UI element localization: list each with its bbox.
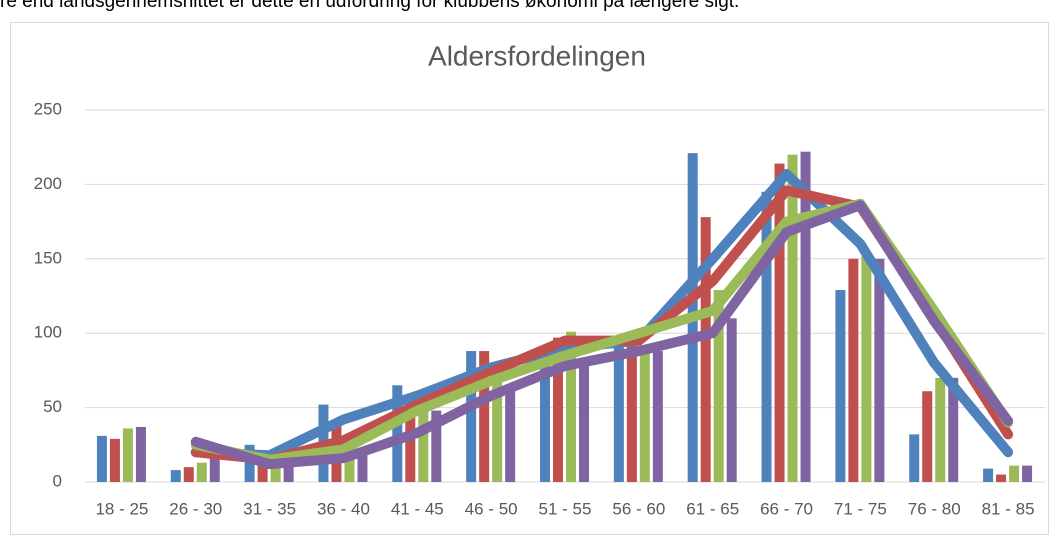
- bar: [579, 362, 589, 482]
- x-tick-label: 76 - 80: [908, 499, 961, 518]
- bar: [196, 462, 207, 482]
- x-tick-label: 61 - 65: [686, 499, 739, 518]
- bar: [418, 407, 429, 482]
- bar: [466, 351, 477, 482]
- y-tick-label: 0: [53, 471, 62, 490]
- bar: [639, 345, 650, 482]
- bar: [861, 255, 872, 482]
- line: [190, 168, 1014, 461]
- x-tick-label: 81 - 85: [982, 499, 1035, 518]
- y-tick-label: 200: [34, 174, 62, 193]
- bar: [1009, 465, 1020, 482]
- chart-title: Aldersfordelingen: [428, 40, 646, 71]
- bar: [835, 290, 846, 482]
- bar: [357, 449, 368, 482]
- x-tick-label: 51 - 55: [539, 499, 592, 518]
- bar: [761, 191, 772, 482]
- bar: [283, 455, 294, 482]
- x-tick-label: 18 - 25: [95, 499, 148, 518]
- bar: [626, 340, 637, 482]
- bar: [431, 410, 442, 482]
- bar: [652, 351, 663, 482]
- bar: [257, 459, 268, 482]
- x-tick-label: 36 - 40: [317, 499, 370, 518]
- bar: [479, 351, 490, 482]
- x-tick-label: 46 - 50: [465, 499, 518, 518]
- bar: [774, 163, 785, 482]
- bar: [96, 435, 107, 482]
- bar: [848, 258, 859, 482]
- bar: [787, 154, 798, 482]
- bar: [183, 467, 194, 482]
- x-tick-label: 31 - 35: [243, 499, 296, 518]
- bar: [209, 455, 220, 482]
- bar: [270, 458, 281, 482]
- bar: [874, 258, 885, 482]
- chart-border: [10, 22, 1049, 535]
- bar: [392, 385, 403, 482]
- bar: [909, 434, 920, 482]
- bar: [948, 377, 959, 482]
- bar: [244, 444, 255, 482]
- bar: [800, 151, 811, 482]
- bar: [135, 426, 146, 482]
- bar: [922, 391, 933, 482]
- bar: [726, 318, 737, 482]
- line: [190, 200, 1014, 470]
- bar: [405, 415, 416, 482]
- bar: [1022, 465, 1033, 482]
- x-tick-label: 71 - 75: [834, 499, 887, 518]
- bar: [492, 374, 503, 482]
- x-tick-label: 26 - 30: [169, 499, 222, 518]
- line: [190, 185, 1014, 465]
- bar: [613, 345, 624, 482]
- x-tick-label: 66 - 70: [760, 499, 813, 518]
- bar: [170, 470, 181, 482]
- y-tick-label: 250: [34, 99, 62, 118]
- x-tick-label: 41 - 45: [391, 499, 444, 518]
- y-tick-label: 50: [43, 397, 62, 416]
- bar: [122, 428, 133, 482]
- bar: [540, 348, 550, 482]
- y-tick-label: 150: [34, 248, 62, 267]
- bar: [566, 331, 576, 482]
- bar: [553, 337, 563, 482]
- bar: [713, 290, 724, 482]
- x-tick-label: 56 - 60: [612, 499, 665, 518]
- bar: [700, 217, 711, 483]
- bar: [505, 385, 516, 482]
- bar: [996, 474, 1007, 482]
- bar: [109, 438, 120, 482]
- y-tick-label: 100: [34, 323, 62, 342]
- bar: [983, 468, 994, 482]
- bar: [935, 377, 946, 482]
- header-text: re end landsgennemsnittet er dette en ud…: [0, 0, 739, 12]
